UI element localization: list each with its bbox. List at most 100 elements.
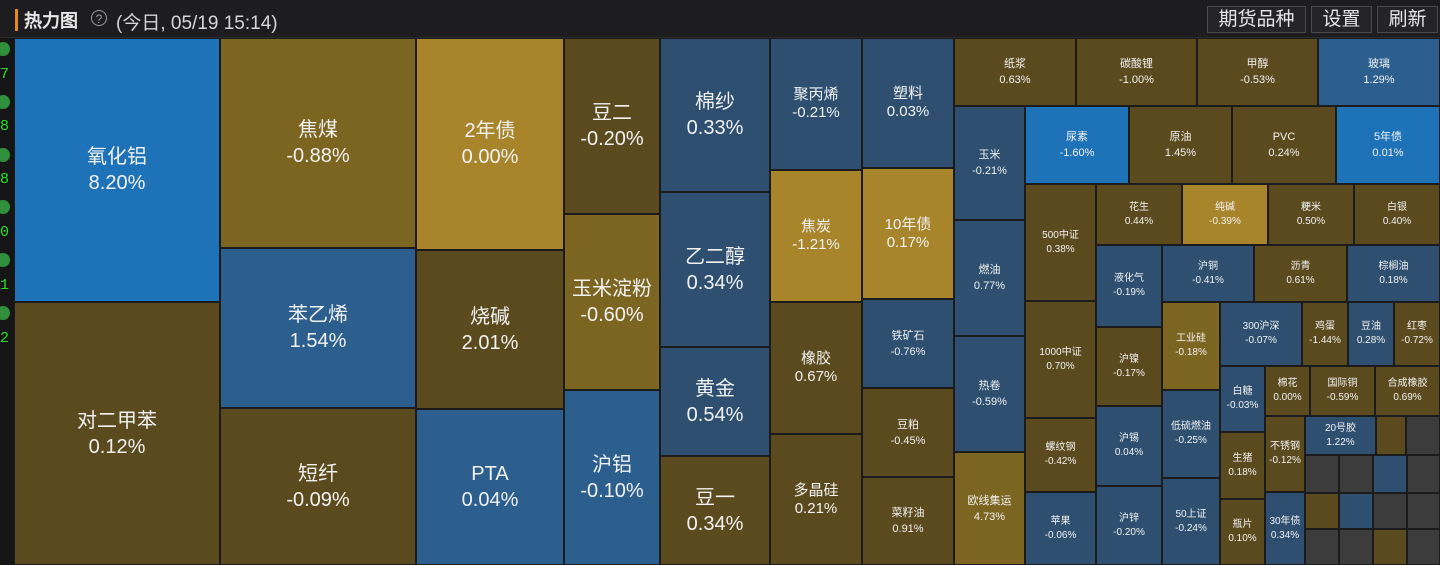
heatmap-tile[interactable]: 国际铜 -0.59% bbox=[1310, 366, 1375, 416]
heatmap-tile[interactable]: 对二甲苯 0.12% bbox=[14, 302, 220, 565]
heatmap-tile[interactable]: 棕榈油 0.18% bbox=[1347, 245, 1440, 302]
top-toolbar: 热力图 ? (今日, 05/19 15:14) 期货品种 设置 刷新 bbox=[0, 0, 1440, 38]
heatmap-tile[interactable]: 豆粕 -0.45% bbox=[862, 388, 954, 477]
heatmap-tile[interactable]: 烧碱 2.01% bbox=[416, 250, 564, 409]
heatmap-tile[interactable]: 10年债 0.17% bbox=[862, 168, 954, 299]
side-number: 8 bbox=[0, 171, 10, 188]
heatmap-tile-unlabeled[interactable] bbox=[1376, 416, 1406, 455]
heatmap-tile[interactable]: 豆油 0.28% bbox=[1348, 302, 1394, 366]
heatmap-tile[interactable]: 豆一 0.34% bbox=[660, 456, 770, 565]
heatmap-tile[interactable]: 300沪深 -0.07% bbox=[1220, 302, 1302, 366]
heatmap-tile[interactable]: 铁矿石 -0.76% bbox=[862, 299, 954, 388]
side-number: 8 bbox=[0, 118, 10, 135]
heatmap-tile-unlabeled[interactable] bbox=[1406, 416, 1440, 455]
heatmap-tile-unlabeled[interactable] bbox=[1407, 455, 1440, 493]
heatmap-tile[interactable]: 工业硅 -0.18% bbox=[1162, 302, 1220, 390]
heatmap-tile[interactable]: 碳酸锂 -1.00% bbox=[1076, 38, 1197, 106]
heatmap-tile[interactable]: 焦煤 -0.88% bbox=[220, 38, 416, 248]
refresh-button[interactable]: 刷新 bbox=[1377, 6, 1438, 33]
heatmap-tile[interactable]: 5年债 0.01% bbox=[1336, 106, 1440, 184]
heatmap-tile[interactable]: 菜籽油 0.91% bbox=[862, 477, 954, 565]
heatmap-tile[interactable]: 聚丙烯 -0.21% bbox=[770, 38, 862, 170]
heatmap-tile[interactable]: 沪锌 -0.20% bbox=[1096, 486, 1162, 565]
heatmap-tile[interactable]: 橡胶 0.67% bbox=[770, 302, 862, 434]
heatmap-tile[interactable]: 瓶片 0.10% bbox=[1220, 499, 1265, 565]
status-dot-icon bbox=[0, 42, 10, 56]
heatmap-tile[interactable]: 燃油 0.77% bbox=[954, 220, 1025, 336]
heatmap-tile[interactable]: 黄金 0.54% bbox=[660, 347, 770, 456]
heatmap-tile-unlabeled[interactable] bbox=[1305, 455, 1339, 493]
heatmap-tile[interactable]: 500中证 0.38% bbox=[1025, 184, 1096, 301]
title-accent-bar bbox=[15, 9, 18, 31]
settings-button[interactable]: 设置 bbox=[1311, 6, 1372, 33]
side-number: 2 bbox=[0, 330, 10, 347]
futures-variety-button[interactable]: 期货品种 bbox=[1207, 6, 1306, 33]
heatmap-tile-unlabeled[interactable] bbox=[1373, 455, 1407, 493]
heatmap-tile[interactable]: 低硫燃油 -0.25% bbox=[1162, 390, 1220, 478]
status-dot-icon bbox=[0, 200, 10, 214]
heatmap-tile[interactable]: 沥青 0.61% bbox=[1254, 245, 1347, 302]
heatmap-tile[interactable]: 氧化铝 8.20% bbox=[14, 38, 220, 302]
heatmap-tile[interactable]: 粳米 0.50% bbox=[1268, 184, 1354, 245]
heatmap-tile[interactable]: 苹果 -0.06% bbox=[1025, 492, 1096, 565]
heatmap-tile[interactable]: 花生 0.44% bbox=[1096, 184, 1182, 245]
heatmap-tile[interactable]: 沪铜 -0.41% bbox=[1162, 245, 1254, 302]
heatmap-tile[interactable]: 1000中证 0.70% bbox=[1025, 301, 1096, 418]
heatmap-tile[interactable]: 白银 0.40% bbox=[1354, 184, 1440, 245]
heatmap-tile[interactable]: 鸡蛋 -1.44% bbox=[1302, 302, 1348, 366]
heatmap-tile[interactable]: 20号胶 1.22% bbox=[1305, 416, 1376, 455]
heatmap-tile[interactable]: 尿素 -1.60% bbox=[1025, 106, 1129, 184]
heatmap-tile[interactable]: 2年债 0.00% bbox=[416, 38, 564, 250]
heatmap-tile-unlabeled[interactable] bbox=[1339, 455, 1373, 493]
heatmap-tile-unlabeled[interactable] bbox=[1339, 529, 1373, 565]
heatmap-tile[interactable]: 沪镍 -0.17% bbox=[1096, 327, 1162, 406]
page-title: 热力图 bbox=[24, 11, 78, 31]
heatmap-tile[interactable]: 30年债 0.34% bbox=[1265, 492, 1305, 565]
heatmap-tile-unlabeled[interactable] bbox=[1305, 493, 1339, 529]
heatmap-tile-unlabeled[interactable] bbox=[1407, 493, 1440, 529]
heatmap-tile[interactable]: 塑料 0.03% bbox=[862, 38, 954, 168]
heatmap-tile[interactable]: 玉米淀粉 -0.60% bbox=[564, 214, 660, 390]
heatmap-tile[interactable]: 多晶硅 0.21% bbox=[770, 434, 862, 565]
heatmap-tile-unlabeled[interactable] bbox=[1407, 529, 1440, 565]
heatmap-tile[interactable]: 原油 1.45% bbox=[1129, 106, 1232, 184]
side-number: 7 bbox=[0, 66, 10, 83]
status-dot-icon bbox=[0, 306, 10, 320]
heatmap-tile[interactable]: 不锈钢 -0.12% bbox=[1265, 416, 1305, 492]
heatmap-tile[interactable]: 白糖 -0.03% bbox=[1220, 366, 1265, 432]
side-number: 0 bbox=[0, 224, 10, 241]
heatmap-tile[interactable]: PTA 0.04% bbox=[416, 409, 564, 565]
heatmap-tile[interactable]: 纯碱 -0.39% bbox=[1182, 184, 1268, 245]
heatmap-tile[interactable]: 合成橡胶 0.69% bbox=[1375, 366, 1440, 416]
heatmap-tile-unlabeled[interactable] bbox=[1373, 529, 1407, 565]
heatmap-tile[interactable]: 欧线集运 4.73% bbox=[954, 452, 1025, 565]
heatmap-tile[interactable]: 焦炭 -1.21% bbox=[770, 170, 862, 302]
heatmap-tile[interactable]: 苯乙烯 1.54% bbox=[220, 248, 416, 408]
heatmap-tile[interactable]: 液化气 -0.19% bbox=[1096, 245, 1162, 327]
heatmap-tile[interactable]: 甲醇 -0.53% bbox=[1197, 38, 1318, 106]
heatmap-tile[interactable]: 热卷 -0.59% bbox=[954, 336, 1025, 452]
side-panel-edge: 7 8 8 0 1 2 bbox=[0, 38, 14, 565]
heatmap-tile[interactable]: 纸浆 0.63% bbox=[954, 38, 1076, 106]
heatmap-tile[interactable]: 玉米 -0.21% bbox=[954, 106, 1025, 220]
heatmap-tile-unlabeled[interactable] bbox=[1373, 493, 1407, 529]
heatmap-tile[interactable]: 棉纱 0.33% bbox=[660, 38, 770, 192]
heatmap-tile-unlabeled[interactable] bbox=[1305, 529, 1339, 565]
heatmap-tile-unlabeled[interactable] bbox=[1339, 493, 1373, 529]
heatmap-tile[interactable]: 螺纹钢 -0.42% bbox=[1025, 418, 1096, 492]
help-icon[interactable]: ? bbox=[91, 10, 107, 26]
heatmap-tile[interactable]: PVC 0.24% bbox=[1232, 106, 1336, 184]
status-dot-icon bbox=[0, 95, 10, 109]
heatmap-tile[interactable]: 豆二 -0.20% bbox=[564, 38, 660, 214]
heatmap-tile[interactable]: 乙二醇 0.34% bbox=[660, 192, 770, 347]
side-number: 1 bbox=[0, 277, 10, 294]
heatmap-tile[interactable]: 沪铝 -0.10% bbox=[564, 390, 660, 565]
status-dot-icon bbox=[0, 148, 10, 162]
heatmap-tile[interactable]: 玻璃 1.29% bbox=[1318, 38, 1440, 106]
heatmap-tile[interactable]: 50上证 -0.24% bbox=[1162, 478, 1220, 565]
heatmap-tile[interactable]: 红枣 -0.72% bbox=[1394, 302, 1440, 366]
heatmap-tile[interactable]: 生猪 0.18% bbox=[1220, 432, 1265, 499]
heatmap-tile[interactable]: 短纤 -0.09% bbox=[220, 408, 416, 565]
heatmap-tile[interactable]: 棉花 0.00% bbox=[1265, 366, 1310, 416]
heatmap-tile[interactable]: 沪锡 0.04% bbox=[1096, 406, 1162, 486]
